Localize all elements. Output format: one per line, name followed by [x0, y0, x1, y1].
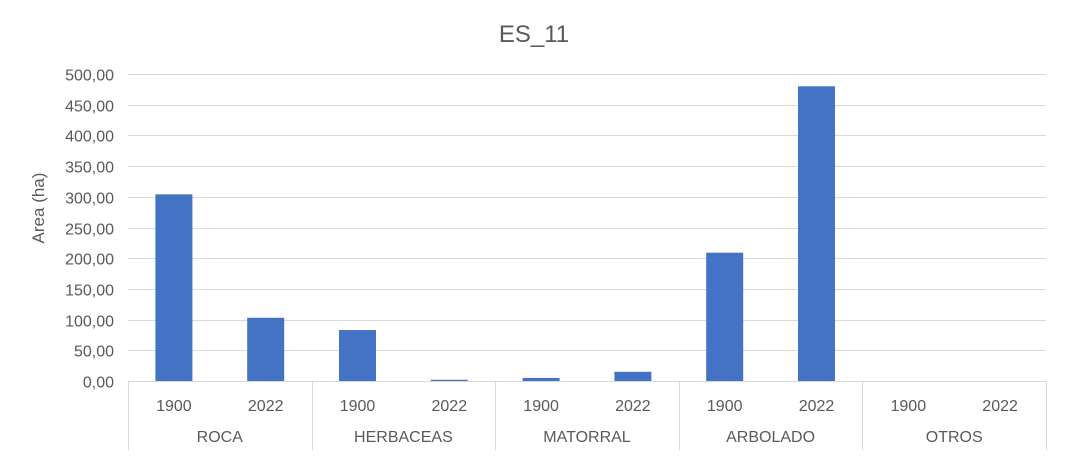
bars [155, 86, 835, 381]
x-category-label: ARBOLADO [726, 429, 815, 446]
bar [522, 377, 560, 381]
x-category-label: HERBACEAS [354, 429, 453, 446]
x-year-label: 1900 [340, 398, 376, 415]
x-year-label: 2022 [248, 398, 284, 415]
y-tick-labels: 0,00 50,00 100,00 150,00 200,00 250,00 300,00 3… [65, 68, 114, 392]
x-year-label: 1900 [707, 398, 743, 415]
x-year-label: 1900 [523, 398, 559, 415]
bar [798, 86, 835, 381]
y-tick-label: 500,00 [65, 68, 114, 85]
y-tick-label: 400,00 [65, 129, 114, 146]
y-tick-label: 450,00 [65, 99, 114, 116]
x-year-label: 1900 [156, 398, 192, 415]
bar [614, 371, 652, 381]
y-tick-label: 150,00 [65, 283, 114, 300]
bar [247, 317, 285, 381]
y-tick-label: 50,00 [74, 344, 114, 361]
y-tick-label: 250,00 [65, 222, 114, 239]
x-category-label: ROCA [197, 429, 244, 446]
x-category-label: OTROS [926, 429, 983, 446]
chart-title: ES_11 [499, 21, 569, 48]
x-year-label: 2022 [982, 398, 1018, 415]
bar [706, 252, 744, 381]
x-year-label: 2022 [799, 398, 835, 415]
y-tick-label: 0,00 [83, 375, 114, 392]
x-year-label: 1900 [891, 398, 927, 415]
x-year-label: 2022 [432, 398, 468, 415]
bar [430, 379, 468, 381]
y-axis-label: Area (ha) [29, 173, 48, 244]
x-category-label: MATORRAL [543, 429, 631, 446]
x-year-label: 2022 [615, 398, 651, 415]
y-tick-label: 300,00 [65, 191, 114, 208]
y-tick-label: 200,00 [65, 252, 114, 269]
bar [155, 194, 193, 381]
y-tick-label: 100,00 [65, 314, 114, 331]
y-tick-label: 350,00 [65, 160, 114, 177]
bar [339, 330, 376, 381]
